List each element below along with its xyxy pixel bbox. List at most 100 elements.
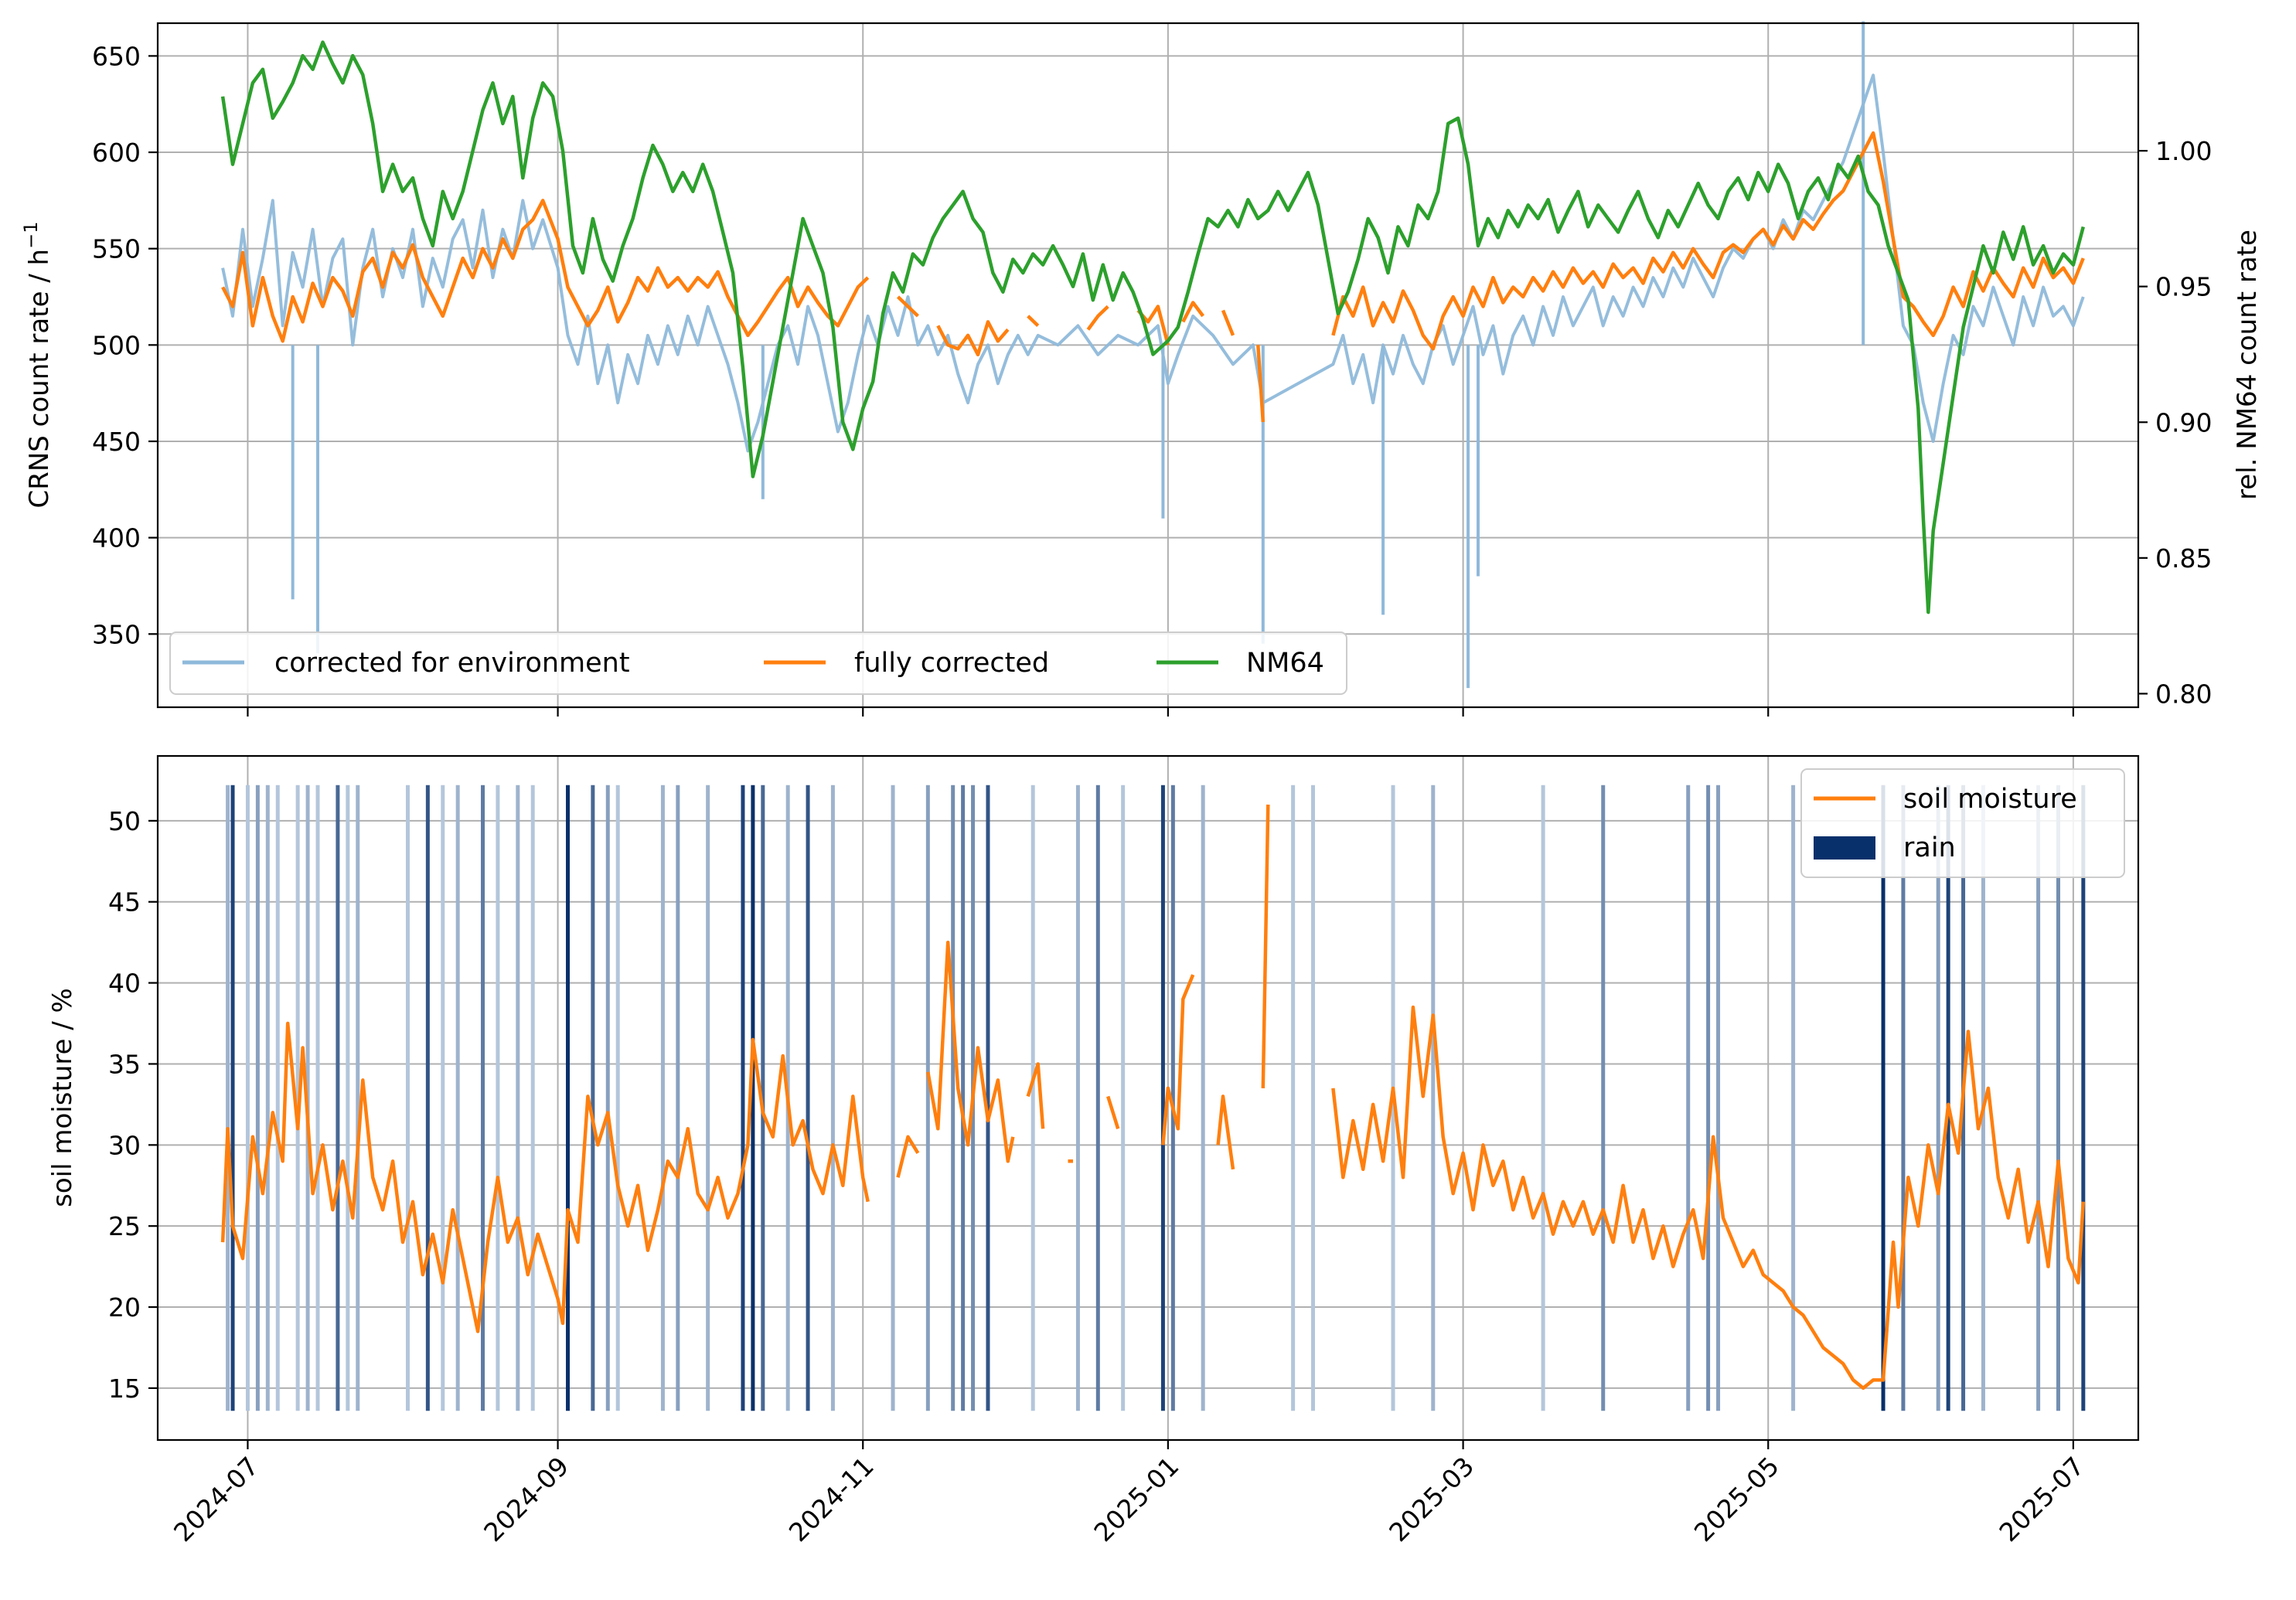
top-spikes-series [291, 21, 1865, 689]
x-tick-label: 2025-01 [1088, 1451, 1184, 1547]
rain-bar [1791, 785, 1796, 1411]
series-fully-corrected [221, 131, 2085, 423]
rain-bar [346, 785, 350, 1411]
top-y-tick-label: 550 [92, 234, 141, 264]
rain-bar [605, 785, 610, 1411]
bottom-grid [158, 756, 2138, 1440]
x-tick-label: 2025-05 [1688, 1451, 1785, 1547]
top-plot-frame [156, 22, 2140, 709]
rain-bar [1706, 785, 1711, 1411]
rain-bar [1716, 785, 1721, 1411]
rain-bar [830, 785, 835, 1411]
rain-bar [230, 785, 235, 1411]
bottom-y-tick-label: 15 [108, 1374, 141, 1404]
rain-bar [1311, 785, 1315, 1411]
rain-bar [961, 785, 966, 1411]
rain-bar [761, 785, 765, 1411]
rain-bar [1881, 785, 1886, 1411]
top-x-axis [247, 707, 2074, 717]
rain-bar [516, 785, 520, 1411]
rain-bar [245, 785, 250, 1411]
top-left-y-axis: 350 400 450 500 550 600 650 [92, 41, 158, 649]
bottom-series [220, 804, 2086, 1391]
rain-bar [405, 785, 410, 1411]
rain-bar [591, 785, 595, 1411]
rain-bar [2081, 785, 2086, 1411]
rain-bar [676, 785, 680, 1411]
top-left-y-axis-label: CRNS count rate / h−1 [20, 222, 55, 509]
rain-bar [1075, 785, 1080, 1411]
rain-bar [1170, 785, 1175, 1411]
rain-bar [1121, 785, 1126, 1411]
legend-swatch-rain [1814, 836, 1875, 860]
rain-bar [741, 785, 745, 1411]
bottom-y-tick-label: 40 [108, 969, 141, 999]
rain-bar [455, 785, 460, 1411]
x-tick-label: 2024-07 [168, 1451, 264, 1547]
rain-bar [1901, 785, 1906, 1411]
rain-bar [751, 785, 755, 1411]
rain-bar [425, 785, 430, 1411]
bottom-y-axis-label: soil moisture / % [47, 988, 78, 1207]
rain-bar [566, 785, 571, 1411]
rain-bar [1030, 785, 1035, 1411]
top-right-y-tick-label: 0.90 [2155, 407, 2212, 437]
rain-bars [226, 785, 2086, 1411]
rain-bar [1291, 785, 1296, 1411]
bottom-x-axis: 2024-07 2024-09 2024-11 2025-01 2025-03 2025-… [168, 1440, 2090, 1547]
legend-label-soil-moisture: soil moisture [1903, 784, 2077, 815]
top-right-y-tick-label: 0.80 [2155, 679, 2212, 709]
top-y-tick-label: 450 [92, 427, 141, 457]
legend-label-corrected-for-environment: corrected for environment [274, 648, 630, 679]
bottom-y-tick-label: 20 [108, 1292, 141, 1323]
rain-bar [2056, 785, 2060, 1411]
bottom-y-axis: 15 20 25 30 35 40 45 50 [108, 806, 158, 1404]
top-right-y-axis: 0.80 0.85 0.90 0.95 1.00 [2138, 136, 2212, 709]
rain-bar [951, 785, 956, 1411]
rain-bar [356, 785, 360, 1411]
rain-bar [530, 785, 535, 1411]
rain-bar [1095, 785, 1100, 1411]
x-tick-label: 2025-03 [1383, 1451, 1480, 1547]
rain-bar [1601, 785, 1606, 1411]
legend-label-nm64: NM64 [1246, 648, 1324, 679]
top-y-tick-label: 500 [92, 330, 141, 360]
rain-bar [1686, 785, 1691, 1411]
top-series [220, 40, 2085, 614]
bottom-legend-box [1800, 768, 2125, 878]
x-tick-label: 2025-07 [1993, 1451, 2090, 1547]
rain-bar [1541, 785, 1545, 1411]
rain-bar [496, 785, 500, 1411]
rain-bar [265, 785, 270, 1411]
top-right-y-tick-label: 0.95 [2155, 272, 2212, 302]
top-right-y-tick-label: 1.00 [2155, 136, 2212, 166]
top-legend: corrected for environment fully correcte… [169, 631, 1347, 695]
top-y-tick-label: 400 [92, 523, 141, 553]
rain-bar [925, 785, 930, 1411]
rain-bar [1160, 785, 1165, 1411]
rain-bar [481, 785, 485, 1411]
top-panel: 350 400 450 500 550 600 650 0.80 0.85 0.90 0.95 1.… [20, 21, 2263, 717]
rain-bar [1981, 785, 1985, 1411]
rain-bar [806, 785, 810, 1411]
rain-bar [275, 785, 280, 1411]
bottom-y-tick-label: 25 [108, 1211, 141, 1241]
x-tick-label: 2024-11 [783, 1451, 880, 1547]
top-y-tick-label: 600 [92, 138, 141, 168]
top-y-tick-label: 650 [92, 41, 141, 71]
series-soil-moisture [220, 804, 2086, 1391]
top-grid [158, 23, 2138, 707]
rain-bar [660, 785, 665, 1411]
bottom-plot-frame [156, 754, 2140, 1442]
rain-bar [986, 785, 990, 1411]
rain-bar [336, 785, 340, 1411]
legend-label-fully-corrected: fully corrected [854, 648, 1049, 679]
series-nm64 [220, 40, 2085, 614]
rain-bar [295, 785, 300, 1411]
series-corrected-for-environment [221, 73, 2085, 453]
top-legend-box [169, 631, 1347, 695]
bottom-y-tick-label: 30 [108, 1130, 141, 1160]
bottom-y-tick-label: 50 [108, 806, 141, 836]
rain-bar [1936, 785, 1940, 1411]
